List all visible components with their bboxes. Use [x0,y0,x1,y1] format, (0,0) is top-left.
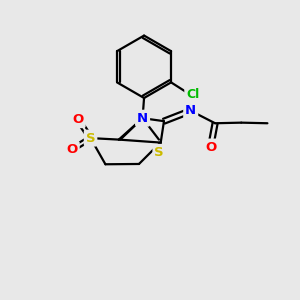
Text: O: O [72,113,84,126]
Text: O: O [67,143,78,156]
Text: O: O [205,140,216,154]
Text: S: S [86,132,95,145]
Text: Cl: Cl [186,88,200,101]
Text: N: N [137,112,148,125]
Text: S: S [154,146,164,159]
Text: N: N [185,104,196,117]
